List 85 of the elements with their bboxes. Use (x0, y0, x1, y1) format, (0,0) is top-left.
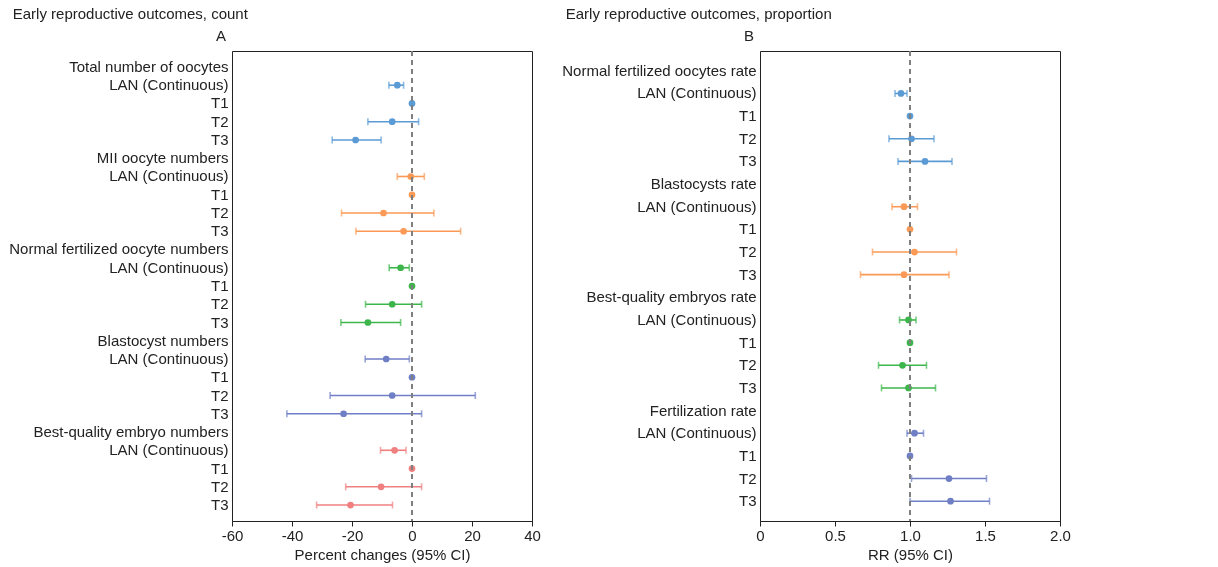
y-tick-label: T1 (210, 277, 229, 294)
y-tick-label: T3 (210, 222, 229, 240)
y-tick-label: Fertilization rate (649, 401, 757, 419)
y-tick-label: T3 (210, 313, 229, 331)
y-tick-label: T2 (738, 243, 757, 261)
point (391, 446, 398, 454)
y-tick-label: Normal fertilized oocyte numbers (9, 240, 229, 258)
y-tick-label: T1 (210, 368, 229, 386)
y-tick-label: T1 (738, 220, 757, 238)
y-tick-label: T1 (738, 446, 757, 464)
text: B (743, 27, 754, 44)
y-tick-label: Blastocysts rate (650, 175, 757, 193)
y-tick-label: Blastocyst numbers (97, 331, 229, 349)
y-tick-label: Best-quality embryo numbers (33, 423, 229, 441)
y-tick-label: T3 (738, 265, 757, 283)
point (364, 319, 372, 326)
point (340, 410, 347, 418)
y-tick-label: LAN (Continuous) (109, 441, 229, 459)
y-tick-label: Normal fertilized oocytes rate (562, 61, 757, 79)
y-tick-label: Total number of oocytes (69, 57, 229, 75)
point (947, 497, 954, 505)
point (911, 429, 918, 437)
y-tick-label: T3 (210, 496, 229, 514)
y-tick-label: T2 (210, 203, 229, 221)
point (380, 209, 387, 217)
y-tick-label: T2 (738, 469, 757, 487)
point (899, 361, 906, 369)
point (388, 300, 396, 308)
point (900, 203, 908, 211)
y-tick-label: LAN (Continuous) (109, 350, 229, 368)
point (945, 475, 953, 482)
y-tick-label: T1 (210, 94, 229, 112)
y-tick-label: LAN (Continuous) (637, 310, 757, 328)
y-tick-label: T2 (210, 386, 229, 404)
y-tick-label: T2 (738, 129, 757, 147)
y-tick-label: LAN (Continuous) (109, 76, 229, 94)
y-tick-label: LAN (Continuous) (637, 424, 757, 442)
x-axis-title: Percent changes (95% CI) (294, 545, 471, 563)
point (905, 316, 912, 324)
point (393, 81, 401, 89)
x-tick-label: -20 (341, 526, 364, 544)
y-tick-label: T1 (210, 185, 229, 203)
point (347, 501, 354, 509)
y-tick-label: Best-quality embryos rate (586, 288, 757, 306)
x-tick-label: -40 (281, 526, 304, 544)
x-tick-label: -60 (221, 526, 244, 544)
point (377, 483, 385, 491)
text: A (215, 27, 226, 44)
point (900, 271, 908, 279)
x-tick-label: 2.0 (1050, 526, 1071, 544)
x-tick-label: 1.0 (900, 526, 921, 544)
point (921, 158, 929, 165)
y-tick-label: T2 (738, 356, 757, 374)
point (388, 392, 396, 399)
point (400, 227, 407, 235)
point (382, 355, 390, 363)
y-tick-label: T3 (738, 378, 757, 396)
y-tick-label: T3 (738, 152, 757, 170)
chart-title: Early reproductive outcomes, proportion (565, 5, 832, 22)
point (911, 248, 918, 256)
y-tick-label: T1 (210, 459, 229, 477)
point (397, 264, 404, 272)
x-tick-label: 40 (524, 526, 541, 544)
x-tick-label: 0 (756, 526, 765, 544)
y-tick-label: T2 (210, 477, 229, 495)
y-tick-label: MII oocyte numbers (96, 149, 229, 167)
y-tick-label: LAN (Continuous) (109, 167, 229, 185)
y-tick-label: LAN (Continuous) (109, 258, 229, 276)
y-tick-label: LAN (Continuous) (637, 197, 757, 215)
point (352, 136, 359, 144)
x-tick-label: 0.5 (825, 526, 846, 544)
chart-title: Early reproductive outcomes, count (12, 5, 249, 22)
y-tick-label: T3 (210, 130, 229, 148)
y-tick-label: T2 (210, 112, 229, 130)
y-tick-label: LAN (Continuous) (637, 84, 757, 102)
y-tick-label: T1 (738, 333, 757, 351)
x-axis-title: RR (95% CI) (867, 545, 954, 563)
point (388, 118, 396, 126)
y-tick-label: T1 (738, 107, 757, 125)
x-tick-label: 1.5 (975, 526, 996, 544)
x-tick-label: 20 (464, 526, 481, 544)
y-tick-label: T3 (738, 492, 757, 510)
y-tick-label: T3 (210, 404, 229, 422)
y-tick-label: T2 (210, 295, 229, 313)
x-tick-label: 0 (408, 526, 417, 544)
